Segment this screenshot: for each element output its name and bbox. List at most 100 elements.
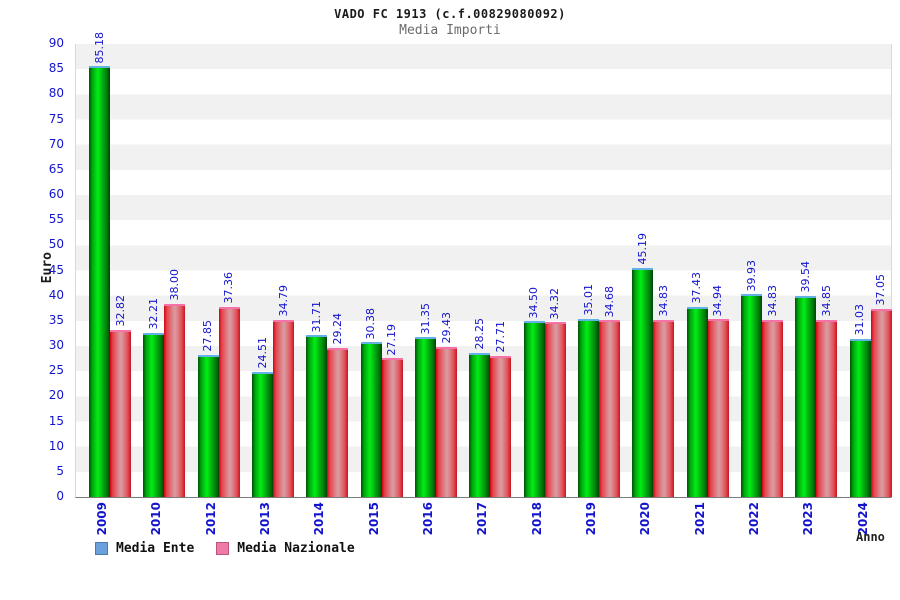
- bar-value-label: 30.38: [364, 307, 378, 340]
- bar-media-nazionale-2022: [762, 319, 783, 497]
- bar-media-nazionale-2014: [327, 347, 349, 497]
- x-tick-2014: 2014: [312, 502, 327, 536]
- x-tick-2022: 2022: [747, 502, 761, 536]
- bar-value-label: 34.50: [527, 286, 541, 319]
- bar-media-nazionale-2020: [653, 319, 675, 497]
- y-tick-label: 40: [48, 287, 64, 302]
- y-tick-label: 55: [48, 212, 64, 227]
- bar-media-nazionale-2024: [870, 308, 892, 497]
- bar-value-label: 27.85: [201, 320, 215, 352]
- y-tick-label: 70: [48, 136, 64, 151]
- bar-value-label: 34.68: [602, 285, 616, 318]
- bar-media-nazionale-2013: [273, 319, 294, 497]
- bar-value-label: 24.51: [255, 337, 269, 369]
- bar-media-nazionale-2017: [490, 355, 512, 497]
- y-tick-label: 60: [48, 187, 64, 201]
- bar-value-label: 37.43: [690, 272, 704, 304]
- bar-media-ente-2017: [469, 352, 491, 497]
- y-axis-ticks: 0 5 10 15 20 25 30 35 40 45 50 55 60 65 70 75 80 85 90: [0, 36, 70, 503]
- legend-item-media-nazionale: Media Nazionale: [216, 541, 355, 556]
- bar-value-label: 28.25: [472, 318, 486, 350]
- bar-value-label: 31.71: [309, 300, 323, 333]
- y-tick-label: 15: [48, 413, 64, 428]
- bar-value-label: 29.24: [330, 313, 344, 345]
- bar-value-label: 27.71: [493, 321, 507, 353]
- bar-value-label: 35.01: [581, 284, 595, 316]
- bar-value-label: 85.18: [92, 31, 106, 64]
- y-tick-label: 10: [48, 438, 64, 453]
- bar-value-label: 39.54: [798, 261, 812, 293]
- y-tick-label: 0: [56, 489, 64, 503]
- legend-label: Media Ente: [116, 541, 195, 556]
- bar-media-nazionale-2018: [544, 322, 566, 497]
- bar-value-label: 31.03: [853, 304, 867, 336]
- y-tick-label: 45: [48, 262, 64, 277]
- bar-value-label: 34.85: [819, 285, 833, 317]
- bar-media-nazionale-2009: [110, 329, 131, 497]
- chart-title: VADO FC 1913 (c.f.00829080092): [334, 7, 566, 21]
- bar-value-label: 45.19: [635, 233, 649, 265]
- bar-value-label: 38.00: [167, 269, 181, 301]
- bar-media-nazionale-2023: [816, 319, 838, 497]
- bar-media-nazionale-2016: [436, 346, 457, 497]
- y-tick-label: 85: [48, 61, 64, 76]
- bar-value-label: 32.82: [113, 295, 127, 327]
- x-tick-2023: 2023: [801, 502, 816, 536]
- bar-media-ente-2021: [686, 306, 708, 497]
- bar-value-label: 37.05: [874, 274, 888, 306]
- y-tick-label: 30: [48, 338, 64, 352]
- bar-media-ente-2012: [197, 354, 219, 497]
- bar-media-nazionale-2019: [599, 320, 620, 497]
- x-tick-2016: 2016: [421, 502, 435, 536]
- bar-media-ente-2014: [306, 335, 328, 497]
- y-tick-label: 20: [48, 388, 64, 403]
- x-tick-2017: 2017: [475, 502, 490, 536]
- x-tick-2021: 2021: [692, 502, 707, 536]
- bar-media-ente-2016: [415, 337, 436, 497]
- bar-value-label: 34.32: [548, 287, 562, 320]
- x-tick-2012: 2012: [203, 502, 218, 536]
- media-ente-swatch-icon: [95, 542, 108, 555]
- x-tick-2020: 2020: [638, 502, 653, 536]
- x-tick-2010: 2010: [149, 502, 164, 536]
- bar-media-ente-2023: [795, 295, 817, 497]
- bar-media-ente-2019: [578, 318, 599, 497]
- bar-value-label: 29.43: [439, 312, 453, 344]
- bar-media-nazionale-2010: [164, 303, 186, 497]
- legend-item-media-ente: Media Ente: [95, 541, 194, 556]
- y-tick-label: 5: [56, 463, 64, 478]
- bar-media-ente-2013: [252, 371, 273, 497]
- bar-value-label: 34.83: [656, 285, 670, 317]
- x-tick-2009: 2009: [95, 502, 109, 536]
- bar-media-nazionale-2015: [381, 358, 403, 497]
- bar-value-label: 34.79: [276, 285, 290, 317]
- plot-area: 85.18 32.82 32.21 38.00 27.85 37.36 24.51 34.79…: [75, 32, 892, 498]
- y-tick-label: 65: [48, 161, 64, 176]
- y-tick-label: 25: [48, 363, 64, 378]
- x-tick-2018: 2018: [529, 502, 544, 536]
- bar-value-label: 31.35: [418, 302, 432, 335]
- bar-value-label: 34.83: [765, 285, 779, 317]
- bar-media-nazionale-2021: [707, 319, 729, 497]
- bar-media-ente-2010: [143, 332, 165, 497]
- legend-label: Media Nazionale: [237, 541, 355, 556]
- y-tick-label: 80: [48, 86, 64, 101]
- bar-value-label: 27.19: [385, 323, 399, 356]
- y-tick-label: 75: [48, 111, 64, 126]
- bar-media-ente-2024: [849, 338, 871, 497]
- y-tick-label: 35: [48, 312, 64, 327]
- chart-subtitle: Media Importi: [399, 23, 501, 38]
- bar-media-nazionale-2012: [218, 306, 240, 497]
- bar-media-ente-2015: [360, 342, 382, 497]
- y-tick-label: 90: [48, 36, 64, 50]
- bar-value-label: 37.36: [222, 272, 236, 304]
- bar-media-ente-2018: [523, 321, 545, 497]
- x-tick-2015: 2015: [366, 502, 381, 536]
- x-tick-2013: 2013: [258, 502, 272, 536]
- x-tick-2019: 2019: [584, 502, 598, 536]
- x-axis-title: Anno: [856, 530, 885, 544]
- legend: Media Ente Media Nazionale: [95, 541, 355, 556]
- media-nazionale-swatch-icon: [216, 542, 230, 555]
- bar-media-ente-2022: [741, 294, 762, 497]
